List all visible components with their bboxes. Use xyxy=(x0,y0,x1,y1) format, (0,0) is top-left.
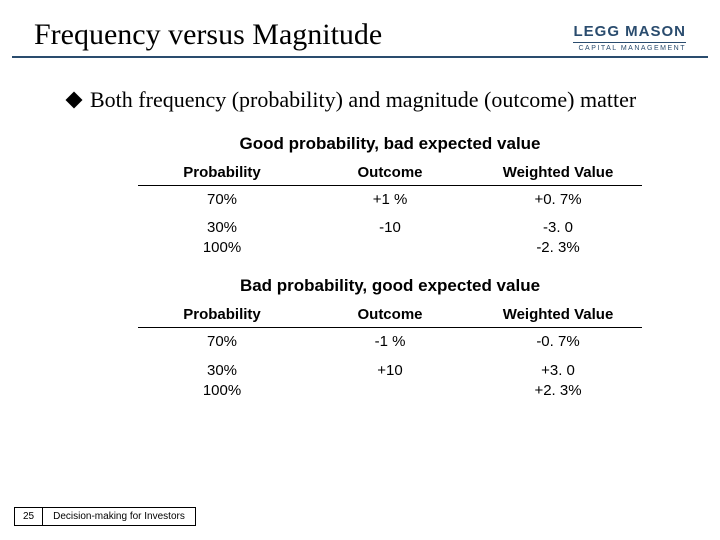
cell: 30%100% xyxy=(138,357,306,406)
table-section-2: Bad probability, good expected value Pro… xyxy=(138,276,642,405)
cell: +10 xyxy=(306,357,474,406)
col-header: Outcome xyxy=(306,302,474,328)
ev-table-2: Probability Outcome Weighted Value 70% -… xyxy=(138,302,642,405)
bullet-item: Both frequency (probability) and magnitu… xyxy=(68,86,672,114)
table-row: 30%100% +10 +3. 0+2. 3% xyxy=(138,357,642,406)
col-header: Probability xyxy=(138,160,306,186)
cell: -0. 7% xyxy=(474,328,642,357)
cell: +1 % xyxy=(306,185,474,214)
cell: -10 xyxy=(306,214,474,263)
cell: +0. 7% xyxy=(474,185,642,214)
table-row: 70% +1 % +0. 7% xyxy=(138,185,642,214)
table-row: 70% -1 % -0. 7% xyxy=(138,328,642,357)
diamond-bullet-icon xyxy=(66,92,83,109)
slide-header: Frequency versus Magnitude LEGG MASON CA… xyxy=(12,0,708,58)
table-row: 30%100% -10 -3. 0-2. 3% xyxy=(138,214,642,263)
table-title-2: Bad probability, good expected value xyxy=(138,276,642,296)
cell: 30%100% xyxy=(138,214,306,263)
slide-title: Frequency versus Magnitude xyxy=(34,18,382,56)
cell: 70% xyxy=(138,328,306,357)
page-number: 25 xyxy=(15,508,43,525)
table-title-1: Good probability, bad expected value xyxy=(138,134,642,154)
table-section-1: Good probability, bad expected value Pro… xyxy=(138,134,642,263)
logo-sub: CAPITAL MANAGEMENT xyxy=(573,42,686,52)
col-header: Outcome xyxy=(306,160,474,186)
col-header: Probability xyxy=(138,302,306,328)
ev-table-1: Probability Outcome Weighted Value 70% +… xyxy=(138,160,642,263)
footer-text: Decision-making for Investors xyxy=(43,508,195,525)
cell: -1 % xyxy=(306,328,474,357)
bullet-text: Both frequency (probability) and magnitu… xyxy=(90,86,636,114)
slide-footer: 25 Decision-making for Investors xyxy=(14,507,196,526)
col-header: Weighted Value xyxy=(474,302,642,328)
cell: 70% xyxy=(138,185,306,214)
logo-main: LEGG MASON xyxy=(573,23,686,40)
logo: LEGG MASON CAPITAL MANAGEMENT xyxy=(573,23,686,56)
col-header: Weighted Value xyxy=(474,160,642,186)
cell: +3. 0+2. 3% xyxy=(474,357,642,406)
cell: -3. 0-2. 3% xyxy=(474,214,642,263)
slide-content: Both frequency (probability) and magnitu… xyxy=(0,58,720,405)
